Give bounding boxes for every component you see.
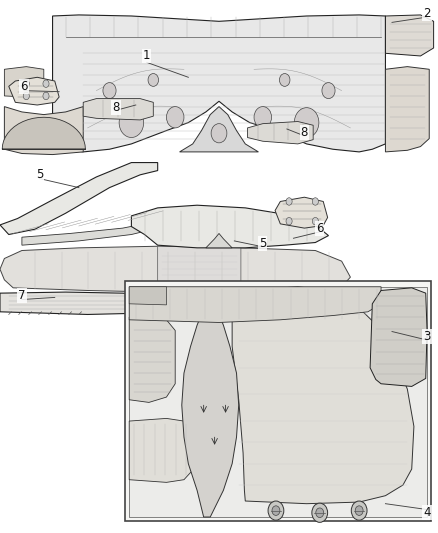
Circle shape xyxy=(294,108,319,138)
Text: 8: 8 xyxy=(113,101,120,114)
Text: 7: 7 xyxy=(18,289,26,302)
Circle shape xyxy=(103,83,116,99)
Polygon shape xyxy=(206,233,232,248)
FancyBboxPatch shape xyxy=(125,281,431,521)
Polygon shape xyxy=(129,287,166,305)
Circle shape xyxy=(211,124,227,143)
Circle shape xyxy=(43,92,49,100)
Circle shape xyxy=(148,74,159,86)
Circle shape xyxy=(312,217,318,225)
Polygon shape xyxy=(22,221,158,245)
Circle shape xyxy=(272,506,280,515)
Polygon shape xyxy=(180,107,258,152)
Circle shape xyxy=(355,506,363,515)
Polygon shape xyxy=(4,67,44,97)
Polygon shape xyxy=(385,15,434,56)
Text: 6: 6 xyxy=(316,222,324,235)
Circle shape xyxy=(286,198,292,205)
Polygon shape xyxy=(0,292,153,314)
Polygon shape xyxy=(0,246,350,293)
Circle shape xyxy=(351,501,367,520)
Polygon shape xyxy=(9,77,59,105)
Circle shape xyxy=(43,80,49,87)
Polygon shape xyxy=(131,205,328,248)
Polygon shape xyxy=(129,287,427,517)
Polygon shape xyxy=(232,287,414,504)
Polygon shape xyxy=(247,122,313,144)
Polygon shape xyxy=(385,67,429,152)
Polygon shape xyxy=(2,117,85,149)
Text: 4: 4 xyxy=(423,506,431,519)
Polygon shape xyxy=(0,163,158,235)
Circle shape xyxy=(23,80,29,87)
Polygon shape xyxy=(275,197,328,228)
Polygon shape xyxy=(370,288,427,386)
Text: 1: 1 xyxy=(143,50,151,62)
Polygon shape xyxy=(129,418,193,482)
Circle shape xyxy=(166,107,184,128)
Text: 6: 6 xyxy=(20,80,28,93)
Circle shape xyxy=(322,83,335,99)
Text: 2: 2 xyxy=(423,7,431,20)
Circle shape xyxy=(316,508,324,518)
Polygon shape xyxy=(129,287,381,322)
Circle shape xyxy=(23,92,29,100)
Circle shape xyxy=(254,107,272,128)
Polygon shape xyxy=(83,99,153,120)
Text: 8: 8 xyxy=(301,126,308,139)
Text: 5: 5 xyxy=(259,237,266,250)
Circle shape xyxy=(119,108,144,138)
Circle shape xyxy=(286,217,292,225)
Polygon shape xyxy=(53,15,385,152)
Circle shape xyxy=(279,74,290,86)
Polygon shape xyxy=(129,314,175,402)
Polygon shape xyxy=(158,246,241,293)
Circle shape xyxy=(312,198,318,205)
Circle shape xyxy=(312,503,328,522)
Text: 5: 5 xyxy=(36,168,43,181)
Circle shape xyxy=(268,501,284,520)
Polygon shape xyxy=(4,107,83,155)
Text: 3: 3 xyxy=(424,330,431,343)
Polygon shape xyxy=(182,298,239,517)
